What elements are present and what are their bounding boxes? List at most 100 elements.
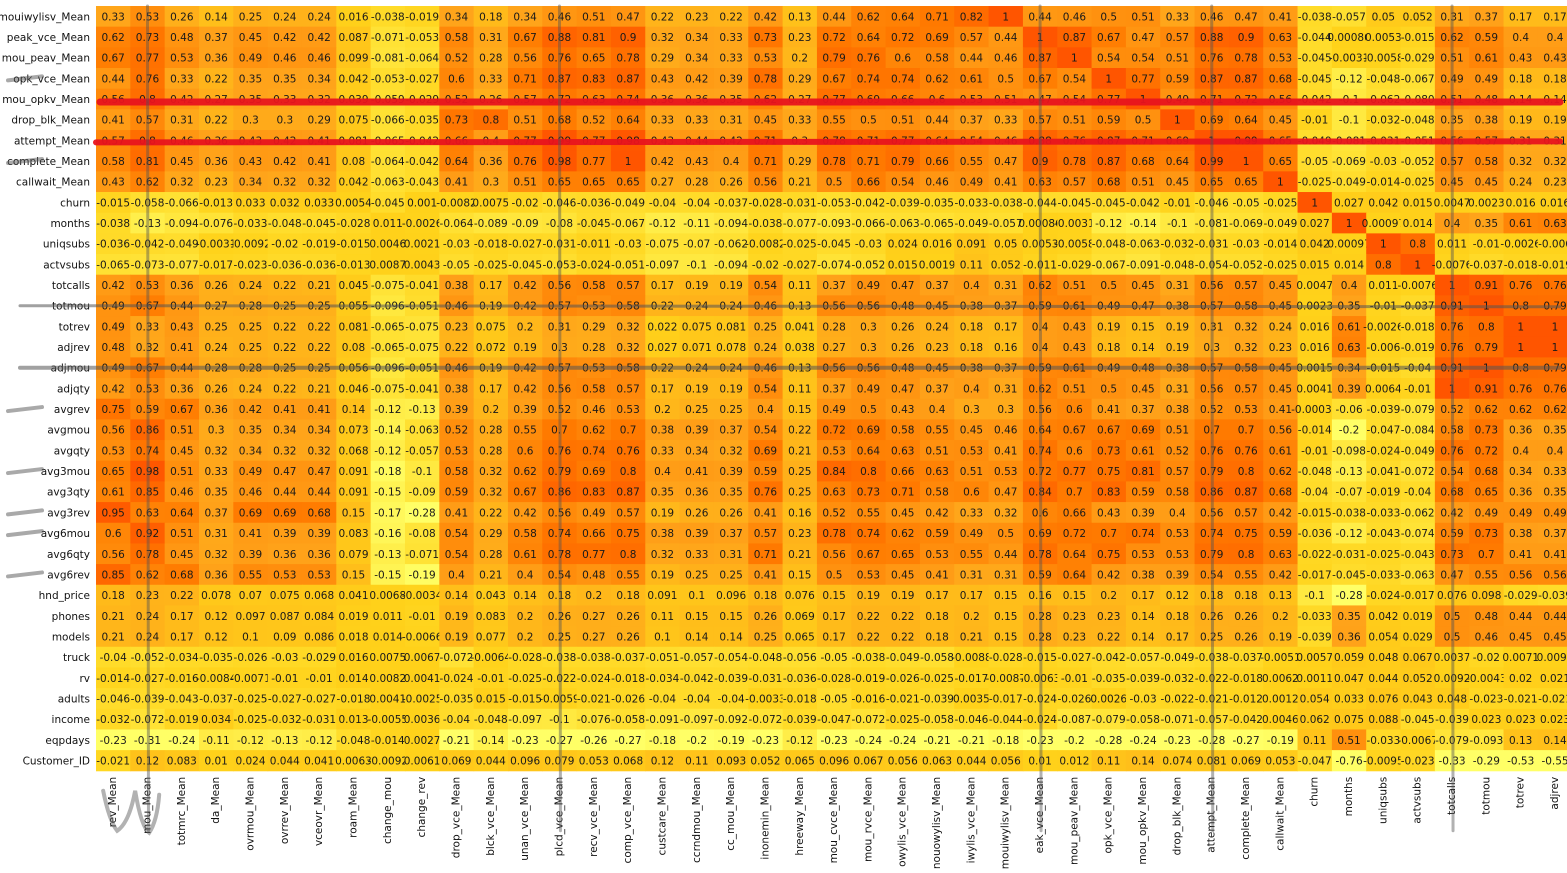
cell-value-label: 0.67 <box>1097 32 1120 44</box>
cell-value-label: 0.53 <box>307 569 330 581</box>
cell-value-label: 0.36 <box>204 404 228 416</box>
cell-value-label: -0.027 <box>268 693 302 705</box>
cell-value-label: -0.029 <box>302 652 336 664</box>
cell-value-label: 0.46 <box>582 404 606 416</box>
cell-value-label: 0.069 <box>785 611 815 623</box>
cell-value-label: 0.2 <box>654 404 671 416</box>
cell-value-label: 0.33 <box>101 11 124 23</box>
heatmap-cell-mouiwylisv-mean-roam-mean <box>336 6 372 28</box>
cell-value-label: -0.031 <box>1195 239 1229 251</box>
heatmap-cell-peak-vce-mean-actvsubs <box>1400 26 1436 48</box>
cell-value-label: 0.001 <box>407 197 437 209</box>
heatmap-cell-callwait-mean-unan-vce-mean <box>507 171 543 193</box>
cell-value-label: 0.015 <box>1300 259 1330 271</box>
cell-value-label: 0.18 <box>925 611 948 623</box>
cell-value-label: 0.74 <box>582 445 606 457</box>
cell-value-label: 0.62 <box>925 73 948 85</box>
cell-value-label: -0.053 <box>543 259 577 271</box>
cell-value-label: 0.8 <box>1409 239 1426 251</box>
cell-value-label: -0.057 <box>680 652 714 664</box>
cell-value-label: -0.039 <box>783 714 817 726</box>
heatmap-cell-mou-peav-mean-peak-vce-mean <box>1022 47 1058 69</box>
cell-value-label: -0.014 <box>1263 239 1297 251</box>
cell-value-label: 0.51 <box>170 466 193 478</box>
cell-value-label: 0.052 <box>1403 673 1433 685</box>
heatmap-cell-opk-vce-mean-inonemin-mean <box>748 68 784 90</box>
cell-value-label: -0.0058 <box>1363 53 1404 65</box>
cell-value-label: 0.22 <box>273 383 296 395</box>
cell-value-label: -0.052 <box>1401 156 1435 168</box>
cell-value-label: 0.83 <box>1097 487 1120 499</box>
row-label-adults: adults <box>58 693 90 705</box>
cell-value-label: -0.065 <box>371 321 405 333</box>
heatmap-cell-uniqsubs-plcd-vce-mean <box>542 233 578 255</box>
cell-value-label: 0.62 <box>582 425 605 437</box>
cell-value-label: 0.22 <box>307 342 330 354</box>
cell-value-label: 0.18 <box>1543 73 1566 85</box>
cell-value-label: -0.035 <box>199 652 233 664</box>
heatmap-cell-drop-blk-mean-mou-rvce-mean <box>851 109 887 131</box>
heatmap-cell-complete-mean-custcare-mean <box>645 150 681 172</box>
heatmap-cell-drop-blk-mean-opk-vce-mean <box>1091 109 1127 131</box>
cell-value-label: 0.67 <box>857 549 880 561</box>
cell-value-label: 0.54 <box>754 280 778 292</box>
heatmap-cell-churn-da-mean <box>198 192 234 214</box>
heatmap-cell-uniqsubs-drop-vce-mean <box>439 233 475 255</box>
cell-value-label: 0.26 <box>719 507 743 519</box>
cell-value-label: -0.18 <box>374 466 401 478</box>
cell-value-label: -0.057 <box>1126 652 1160 664</box>
cell-value-label: 0.47 <box>891 280 914 292</box>
heatmap-cell-mou-peav-mean-inonemin-mean <box>748 47 784 69</box>
cell-value-label: 0.59 <box>754 466 777 478</box>
heatmap-cell-actvsubs-inonemin-mean <box>748 254 784 276</box>
heatmap-cell-peak-vce-mean-comp-vce-mean <box>610 26 646 48</box>
cell-value-label: 0.4 <box>723 156 740 168</box>
heatmap-cell-churn-ovrrev-mean <box>267 192 303 214</box>
cell-value-label: 0.72 <box>822 425 845 437</box>
cell-value-label: 0.072 <box>476 342 506 354</box>
heatmap-cell-drop-blk-mean-owylis-vce-mean <box>885 109 921 131</box>
cell-value-label: -0.15 <box>374 569 401 581</box>
cell-value-label: 0.28 <box>582 342 605 354</box>
cell-value-label: -0.014 <box>1298 425 1332 437</box>
cell-value-label: 0.58 <box>925 487 948 499</box>
cell-value-label: 0.57 <box>1166 466 1189 478</box>
cell-value-label: 0.43 <box>239 156 262 168</box>
cell-value-label: 0.14 <box>1131 631 1155 643</box>
cell-value-label: -0.097 <box>646 259 680 271</box>
cell-value-label: 0.19 <box>1543 115 1566 127</box>
column-label-blck-vce-mean: blck_vce_Mean <box>485 777 497 856</box>
cell-value-label: -0.072 <box>440 652 474 664</box>
cell-value-label: -0.019 <box>302 239 336 251</box>
column-label-custcare-mean: custcare_Mean <box>656 777 668 856</box>
cell-value-label: 0.7 <box>1478 549 1495 561</box>
cell-value-label: 0.027 <box>1300 218 1330 230</box>
cell-value-label: -0.02 <box>271 239 298 251</box>
heatmap-cell-callwait-mean-mou-mean <box>130 171 166 193</box>
cell-value-label: 1 <box>1517 321 1524 333</box>
cell-value-label: -0.045 <box>1332 569 1366 581</box>
heatmap-cell-churn-roam-mean <box>336 192 372 214</box>
cell-value-label: 0.17 <box>170 611 193 623</box>
heatmap-cell-peak-vce-mean-totmrc-mean <box>164 26 200 48</box>
heatmap-cell-mouiwylisv-mean-inonemin-mean <box>748 6 784 28</box>
row-label-months: months <box>50 218 90 230</box>
cell-value-label: 0.0075 <box>472 197 509 209</box>
cell-value-label: 0.5 <box>1100 11 1117 23</box>
heatmap-cell-months-recv-vce-mean <box>576 212 612 234</box>
cell-value-label: 0.14 <box>719 631 743 643</box>
heatmap-cell-callwait-mean-totcalls <box>1434 171 1470 193</box>
cell-value-label: 0.59 <box>1475 32 1498 44</box>
cell-value-label: -0.0064 <box>471 652 512 664</box>
cell-value-label: -0.03 <box>855 239 882 251</box>
heatmap-cell-months-totmou <box>1469 212 1505 234</box>
heatmap-cell-callwait-mean-threeway-mean <box>782 171 818 193</box>
cell-value-label: 0.76 <box>136 73 160 85</box>
cell-value-label: 0.083 <box>167 755 197 767</box>
cell-value-label: 0.34 <box>1509 466 1533 478</box>
cell-value-label: 0.11 <box>960 259 983 271</box>
cell-value-label: 0.069 <box>1231 755 1261 767</box>
heatmap-cell-actvsubs-opk-vce-mean <box>1091 254 1127 276</box>
cell-value-label: 0.76 <box>754 487 778 499</box>
cell-value-label: 0.44 <box>822 11 846 23</box>
